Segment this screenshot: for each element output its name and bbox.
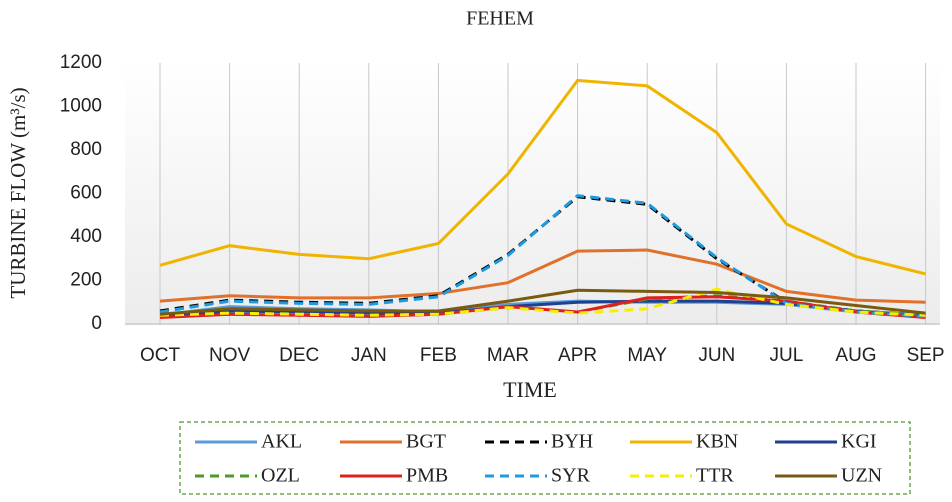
y-tick-label: 400 (70, 226, 102, 247)
series-line (159, 248, 926, 304)
legend-label: AKL (261, 431, 302, 453)
legend-label: SYR (551, 465, 591, 487)
x-tick-label: JUL (770, 345, 804, 366)
legend-label: BGT (406, 431, 446, 453)
legend-label: TTR (696, 465, 734, 487)
legend-label: PMB (406, 465, 448, 487)
y-tick-label: 200 (70, 270, 102, 291)
x-tick-label: AUG (835, 345, 876, 366)
x-tick-label: APR (558, 345, 597, 366)
x-axis-label: TIME (503, 377, 557, 402)
legend-box (179, 421, 911, 495)
legend-label: OZL (261, 465, 300, 487)
y-tick-label: 600 (70, 183, 102, 204)
x-tick-label: FEB (420, 345, 457, 366)
y-tick-label: 0 (91, 313, 102, 334)
x-tick-label: NOV (209, 345, 251, 366)
chart-title: FEHEM (466, 8, 534, 30)
series-line (159, 287, 926, 317)
x-tick-label: DEC (279, 345, 319, 366)
x-tick-label: JAN (351, 345, 387, 366)
y-tick-label: 1200 (60, 52, 102, 73)
x-tick-label: MAR (487, 345, 529, 366)
legend-label: KBN (696, 431, 738, 453)
x-tick-label: MAY (627, 345, 667, 366)
legend-label: BYH (551, 431, 593, 453)
y-tick-label: 800 (70, 139, 102, 160)
x-tick-label: SEP (907, 345, 945, 366)
series-line (159, 194, 926, 318)
series-line (159, 78, 926, 276)
plot-background (125, 60, 940, 325)
y-tick-label: 1000 (60, 96, 102, 117)
x-tick-label: JUN (698, 345, 735, 366)
legend-label: KGI (841, 431, 877, 453)
series-line (159, 288, 926, 316)
legend-label: UZN (841, 465, 882, 487)
x-tick-label: OCT (140, 345, 181, 366)
y-axis-label: TURBINE FLOW (m³/s) (6, 87, 30, 298)
